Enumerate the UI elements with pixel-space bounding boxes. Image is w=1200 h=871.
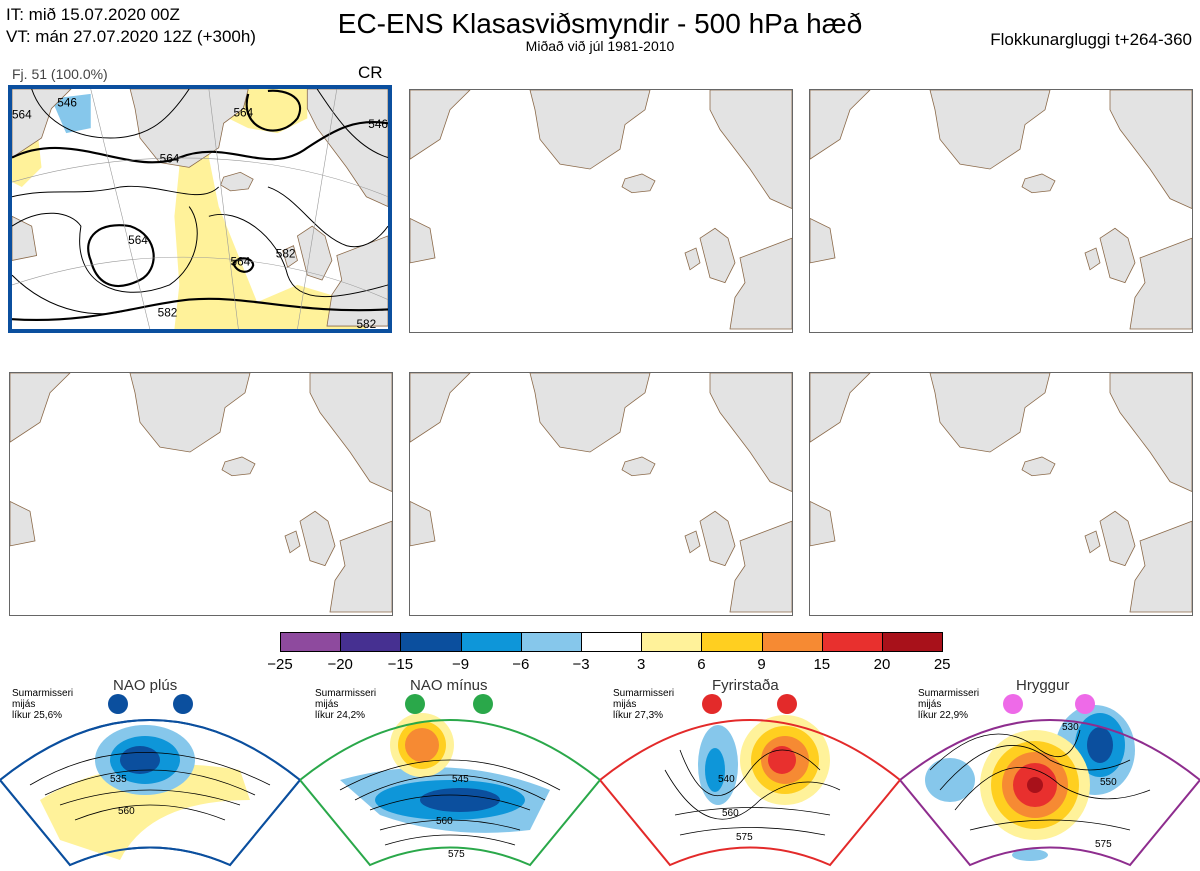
regime-contour-label: 560	[722, 808, 739, 819]
contour-label: 564	[233, 106, 253, 119]
contour-label: 564	[231, 255, 251, 268]
regime-probability: líkur 25,6%	[12, 710, 63, 721]
contour-label: 582	[158, 306, 178, 319]
colorbar-cell	[400, 632, 462, 652]
contour-label: 546	[57, 97, 77, 110]
regime-map-fyrirstada: 540 560 575	[600, 694, 900, 867]
regime-map-hryggur: 530 550 575	[900, 694, 1200, 867]
regime-map-nao-minus: 545 560 575	[300, 694, 600, 867]
colorbar-cell	[581, 632, 643, 652]
colorbar-tick-label: 6	[697, 656, 706, 673]
regime-marker-dot	[777, 694, 797, 714]
regime-title-nao-plus: NAO plús	[113, 677, 178, 694]
contour-label: 582	[276, 248, 296, 261]
colorbar-tick-label: −15	[387, 656, 414, 673]
colorbar-cell	[280, 632, 342, 652]
regime-contour-label: 575	[1095, 839, 1112, 850]
regime-season: Sumarmisseri	[315, 688, 377, 699]
regime-marker-dot	[473, 694, 493, 714]
regime-marker-dot	[405, 694, 425, 714]
regime-marker-dot	[702, 694, 722, 714]
cluster-map-panel-3[interactable]	[809, 89, 1193, 333]
page-subtitle: Miðað við júl 1981-2010	[525, 38, 675, 54]
colorbar-cell	[460, 632, 522, 652]
regime-period: mijás	[918, 699, 942, 710]
regime-period: mijás	[613, 699, 637, 710]
member-count-label: Fj. 51 (100.0%)	[12, 66, 108, 82]
cluster-map-2	[410, 90, 792, 330]
regime-contour-label: 545	[452, 774, 469, 785]
regime-contour-label: 535	[110, 774, 127, 785]
colorbar-tick-label: −20	[327, 656, 353, 673]
regime-contour-label: 550	[1100, 777, 1117, 788]
regime-marker-dot	[173, 694, 193, 714]
regime-probability: líkur 27,3%	[613, 710, 664, 721]
regime-map-nao-plus: 535 560	[0, 694, 300, 867]
regime-contour-label: 560	[436, 816, 453, 827]
regime-contour-label: 560	[118, 806, 135, 817]
regime-note: Sumarmisseri mijás líkur 27,3%	[613, 688, 674, 721]
regime-season: Sumarmisseri	[613, 688, 675, 699]
cluster-map-6	[810, 373, 1192, 613]
colorbar-tick-label: −6	[512, 656, 530, 673]
regime-contour-label: 530	[1062, 722, 1079, 733]
colorbar-tick-label: 20	[873, 656, 891, 673]
contour-label: 582	[357, 318, 377, 329]
colorbar-cell	[761, 632, 823, 652]
cluster-map-panel-1[interactable]: 564 546 564 564 564 582 582 564 546 582	[8, 85, 392, 333]
contour-label: 564	[160, 152, 180, 165]
regime-note: Sumarmisseri mijás líkur 22,9%	[918, 688, 979, 721]
valid-time: VT: mán 27.07.2020 12Z (+300h)	[6, 27, 256, 46]
cluster-map-panel-6[interactable]	[809, 372, 1193, 616]
cluster-map-1: 564 546 564 564 564 582 582 564 546 582	[12, 89, 388, 329]
contour-label: 564	[12, 108, 32, 121]
regime-note: Sumarmisseri mijás líkur 24,2%	[315, 688, 376, 721]
colorbar-tick-label: −9	[452, 656, 470, 673]
regime-contour-label: 575	[736, 832, 753, 843]
cluster-map-panel-5[interactable]	[409, 372, 793, 616]
regime-marker-dot	[1075, 694, 1095, 714]
regime-marker-dot	[108, 694, 128, 714]
regime-contour-label: 540	[718, 774, 735, 785]
colorbar-cell	[641, 632, 703, 652]
cluster-map-4	[10, 373, 392, 613]
colorbar-cell	[701, 632, 763, 652]
regime-season: Sumarmisseri	[12, 688, 74, 699]
contour-label: 546	[368, 118, 388, 131]
colorbar-cell	[821, 632, 883, 652]
regime-marker-dot	[1003, 694, 1023, 714]
colorbar-tick-label: 3	[637, 656, 646, 673]
regime-title-nao-minus: NAO mínus	[410, 677, 488, 694]
regime-period: mijás	[12, 699, 36, 710]
regime-contour-label: 575	[448, 849, 465, 860]
cluster-label: CR	[358, 63, 383, 82]
cluster-map-3	[810, 90, 1192, 330]
colorbar-tick-label: 25	[933, 656, 951, 673]
colorbar-tick-label: 9	[757, 656, 766, 673]
page-title: EC-ENS Klasasviðsmyndir - 500 hPa hæð	[337, 8, 863, 39]
cluster-map-panel-4[interactable]	[9, 372, 393, 616]
cluster-map-5	[410, 373, 792, 613]
header-dates: IT: mið 15.07.2020 00Z VT: mán 27.07.202…	[6, 4, 256, 48]
regime-probability: líkur 24,2%	[315, 710, 366, 721]
colorbar-tick-label: −25	[267, 656, 293, 673]
regime-title-hryggur: Hryggur	[1016, 677, 1070, 694]
colorbar-tick-label: 15	[813, 656, 831, 673]
classification-window: Flokkunargluggi t+264-360	[990, 30, 1192, 49]
regime-period: mijás	[315, 699, 339, 710]
regime-probability: líkur 22,9%	[918, 710, 969, 721]
regime-note: Sumarmisseri mijás líkur 25,6%	[12, 688, 73, 721]
regime-season: Sumarmisseri	[918, 688, 980, 699]
issue-time: IT: mið 15.07.2020 00Z	[6, 5, 180, 24]
colorbar-tick-label: −3	[572, 656, 590, 673]
colorbar-cell	[882, 632, 944, 652]
cluster-map-panel-2[interactable]	[409, 89, 793, 333]
colorbar-cell	[520, 632, 582, 652]
regime-title-fyrirstada: Fyrirstaða	[712, 677, 779, 694]
contour-label: 564	[128, 234, 148, 247]
colorbar-cell	[340, 632, 402, 652]
